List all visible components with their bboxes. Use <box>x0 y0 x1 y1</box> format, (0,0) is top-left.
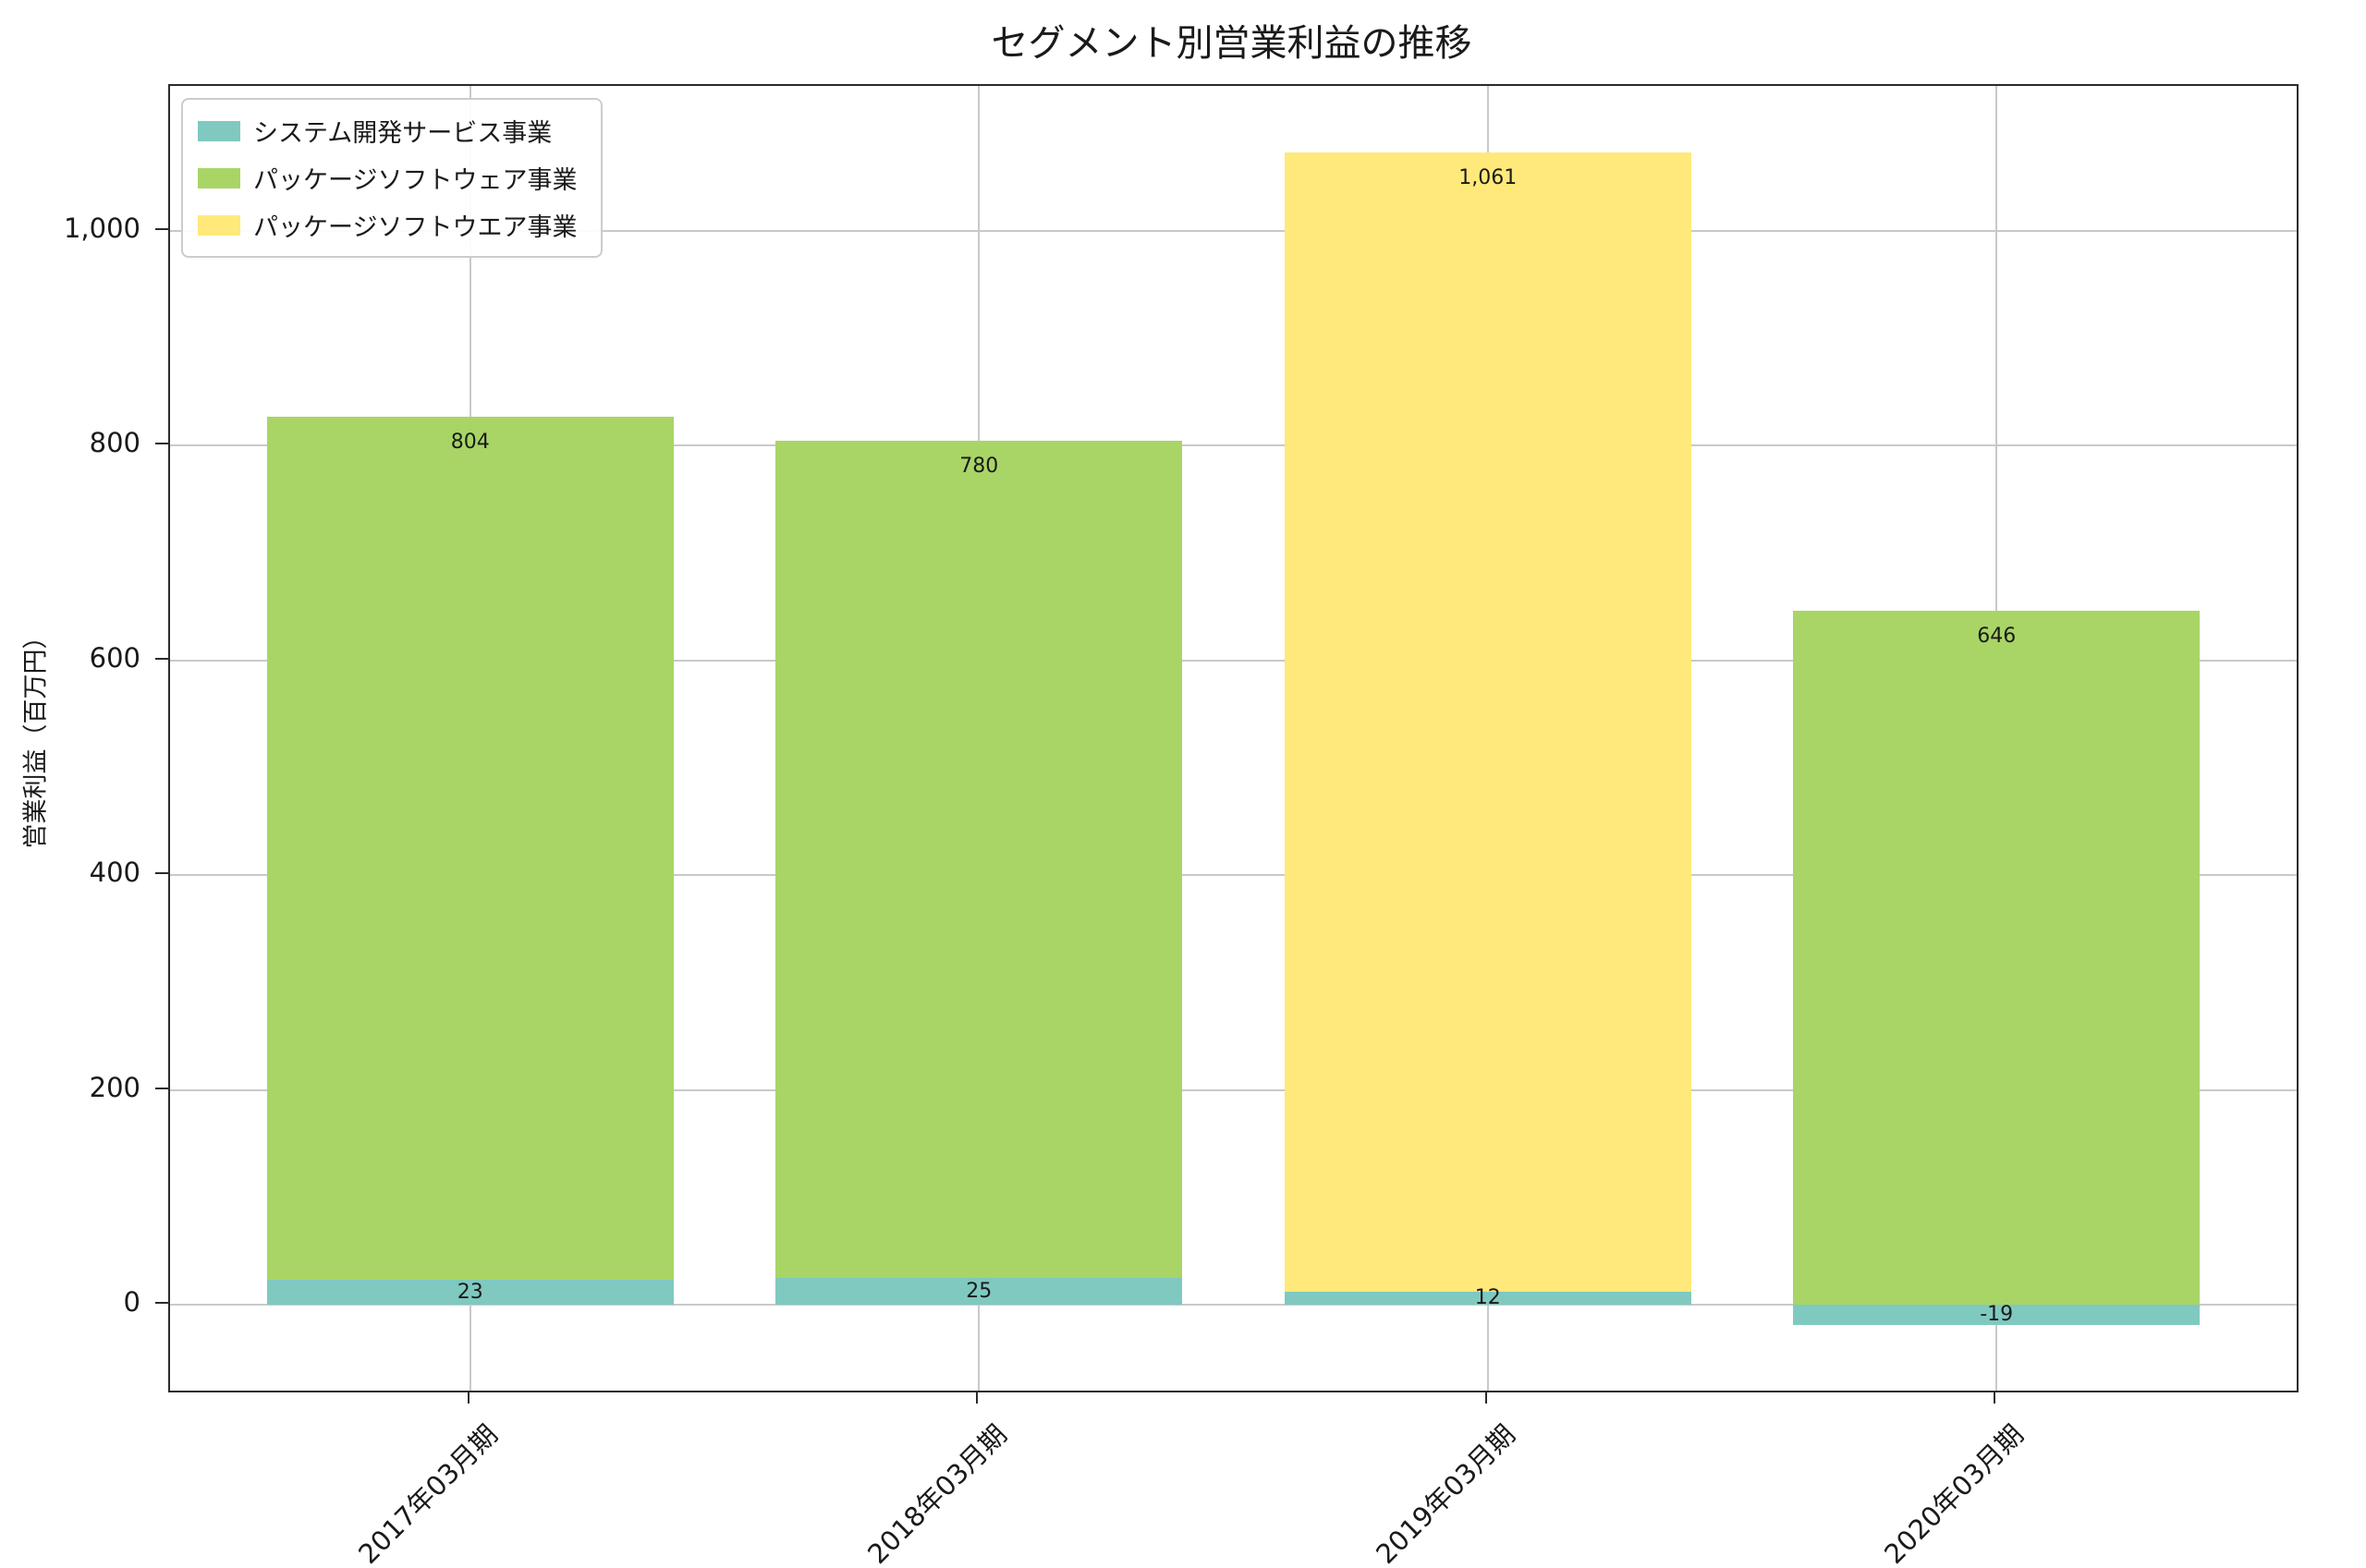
bar-segment-2020年03月期-パッケージソフトウェア事業 <box>1793 611 2201 1306</box>
legend: システム開発サービス事業 パッケージソフトウェア事業 パッケージソフトウエア事業 <box>181 98 604 258</box>
value-label: 1,061 <box>1458 166 1518 190</box>
value-label: 646 <box>1977 625 2017 649</box>
gridline-horizontal <box>170 1088 2297 1091</box>
chart-title: セグメント別営業利益の推移 <box>991 22 1472 65</box>
y-tick-label: 400 <box>89 857 140 889</box>
bar-segment-2020年03月期-システム開発サービス事業 <box>1793 1305 2201 1326</box>
value-label: 780 <box>959 454 999 478</box>
x-tick-mark <box>467 1391 470 1404</box>
y-tick-mark <box>155 657 168 660</box>
legend-swatch-teal <box>198 120 240 141</box>
legend-swatch-yellow <box>198 214 240 236</box>
plot-area: 23 804 25 780 12 1,061 -19 646 <box>168 84 2299 1392</box>
gridline-horizontal <box>170 1304 2297 1307</box>
bar-segment-2017年03月期-パッケージソフトウェア事業 <box>266 416 674 1281</box>
legend-label: パッケージソフトウエア事業 <box>253 213 578 242</box>
bar-segment-2019年03月期-パッケージソフトウエア事業 <box>1284 152 1691 1293</box>
bar-segment-2017年03月期-システム開発サービス事業 <box>266 1280 674 1306</box>
x-tick-mark <box>976 1391 979 1404</box>
gridline-horizontal <box>170 659 2297 662</box>
x-tick-label: 2020年03月期 <box>1878 1418 2031 1568</box>
bar-segment-2019年03月期-システム開発サービス事業 <box>1284 1292 1691 1306</box>
x-tick-label: 2019年03月期 <box>1370 1418 1522 1568</box>
value-label: 23 <box>457 1280 483 1304</box>
gridline-horizontal <box>170 229 2297 232</box>
legend-swatch-green <box>198 167 240 188</box>
y-tick-label: 0 <box>123 1286 140 1319</box>
y-tick-label: 1,000 <box>63 212 140 244</box>
bar-segment-2018年03月期-システム開発サービス事業 <box>775 1277 1183 1306</box>
legend-label: システム開発サービス事業 <box>253 119 553 148</box>
x-tick-mark <box>1994 1391 1996 1404</box>
y-tick-label: 200 <box>89 1071 140 1103</box>
y-tick-mark <box>155 872 168 875</box>
y-tick-mark <box>155 443 168 445</box>
x-tick-mark <box>1484 1391 1487 1404</box>
gridline-horizontal <box>170 444 2297 447</box>
y-tick-mark <box>155 1302 168 1305</box>
value-label: 25 <box>966 1279 993 1303</box>
y-tick-mark <box>155 1087 168 1089</box>
legend-item: パッケージソフトウエア事業 <box>198 207 577 243</box>
legend-item: パッケージソフトウェア事業 <box>198 160 577 196</box>
y-tick-label: 600 <box>89 641 140 674</box>
legend-item: システム開発サービス事業 <box>198 113 577 149</box>
gridline-horizontal <box>170 874 2297 877</box>
value-label: 804 <box>450 430 490 454</box>
value-label: -19 <box>1980 1303 2014 1327</box>
x-tick-label: 2017年03月期 <box>352 1418 505 1568</box>
y-tick-mark <box>155 227 168 230</box>
y-tick-label: 800 <box>89 427 140 459</box>
value-label: 12 <box>1474 1286 1501 1310</box>
x-tick-label: 2018年03月期 <box>860 1418 1013 1568</box>
legend-label: パッケージソフトウェア事業 <box>253 166 578 195</box>
bar-segment-2018年03月期-パッケージソフトウェア事業 <box>775 440 1183 1278</box>
